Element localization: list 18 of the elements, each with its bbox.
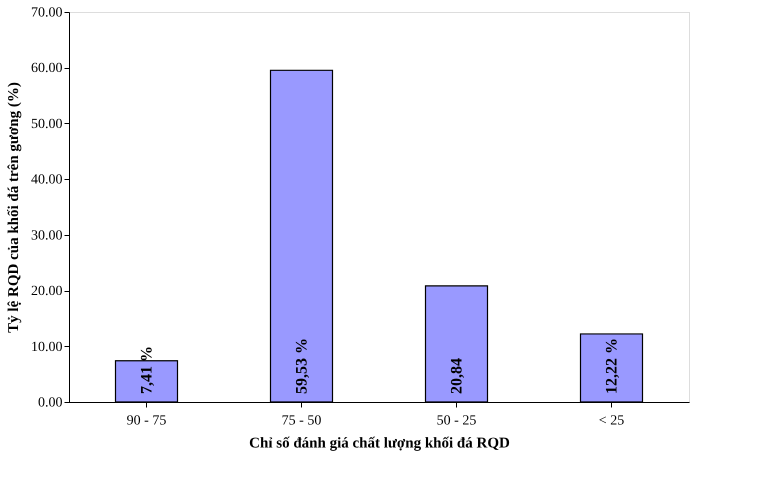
- y-tick-label: 50.00: [31, 116, 62, 132]
- data-label: 7,41 %: [138, 346, 156, 394]
- y-tick-label: 40.00: [31, 172, 62, 188]
- y-tick-label: 10.00: [31, 340, 62, 355]
- data-label: 59,53 %: [294, 338, 310, 394]
- data-label: 12,22 %: [604, 338, 620, 394]
- y-tick-label: 30.00: [31, 228, 62, 244]
- x-tick-label: < 25: [598, 414, 624, 428]
- y-tick-label: 70.00: [31, 6, 62, 20]
- y-tick-label: 20.00: [31, 284, 62, 300]
- y-tick-label: 0.00: [38, 396, 62, 410]
- data-label: 20,84: [448, 358, 466, 394]
- x-axis-title: Chỉ số đánh giá chất lượng khối đá RQD: [249, 436, 510, 452]
- y-tick-label: 60.00: [31, 61, 62, 76]
- x-tick-label: 90 - 75: [126, 414, 166, 428]
- y-axis-title: Tỷ lệ RQD của khối đá trên gương (%): [6, 82, 22, 333]
- x-tick-label: 75 - 50: [282, 414, 322, 428]
- x-tick-label: 50 - 25: [436, 414, 476, 428]
